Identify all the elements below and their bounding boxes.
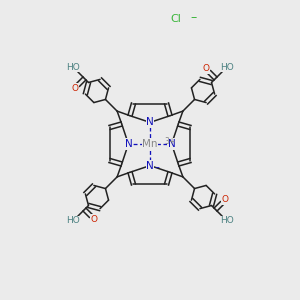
Text: O: O	[222, 195, 229, 204]
Text: 3+: 3+	[164, 137, 176, 146]
Text: O: O	[71, 84, 78, 93]
Text: N: N	[146, 117, 154, 128]
Text: N: N	[146, 160, 154, 171]
Text: –: –	[154, 162, 159, 172]
Text: HO: HO	[220, 62, 234, 71]
Text: N: N	[168, 139, 176, 149]
Text: N: N	[124, 139, 132, 149]
Text: HO: HO	[66, 217, 80, 226]
Text: O: O	[91, 215, 98, 224]
Text: Mn: Mn	[142, 139, 158, 149]
Text: –: –	[190, 11, 197, 25]
Text: HO: HO	[66, 62, 80, 71]
Text: Cl: Cl	[170, 14, 181, 25]
Text: O: O	[202, 64, 209, 73]
Text: HO: HO	[220, 217, 234, 226]
